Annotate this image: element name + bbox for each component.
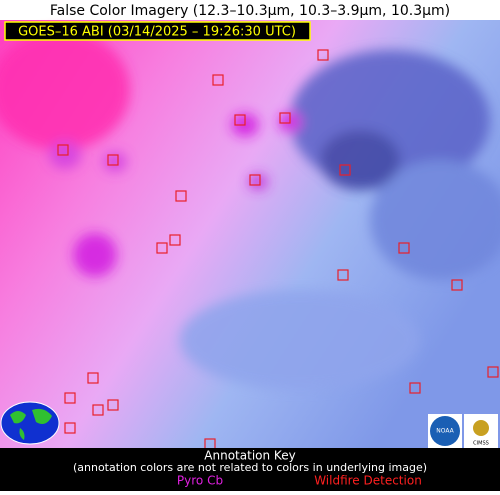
- subtitle-box: [4, 21, 311, 41]
- legend-note: (annotation colors are not related to co…: [73, 461, 427, 474]
- cimss-text: CIMSS: [473, 441, 489, 447]
- legend-item: Pyro Cb: [177, 474, 223, 488]
- noaa-logo: NOAA: [428, 414, 462, 448]
- subtitle: GOES–16 ABI (03/14/2025 – 19:26:30 UTC): [18, 25, 296, 40]
- legend-item: Wildfire Detection: [314, 474, 422, 488]
- title-bar: [0, 0, 500, 20]
- satellite-image: [0, 20, 500, 448]
- legend-title: Annotation Key: [204, 449, 295, 463]
- title: False Color Imagery (12.3–10.3µm, 10.3–3…: [50, 3, 450, 19]
- noaa-text: NOAA: [436, 428, 454, 435]
- legend-bar: [0, 448, 500, 491]
- globe-logo: [0, 401, 60, 445]
- fire-detections: [57, 49, 499, 450]
- cimss-logo: CIMSS: [464, 414, 498, 448]
